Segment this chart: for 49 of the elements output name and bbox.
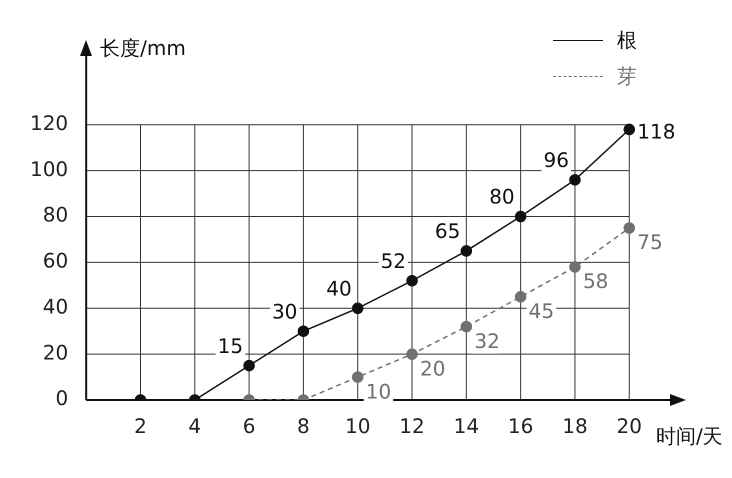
- data-label: 10: [366, 379, 392, 404]
- point: [624, 222, 636, 234]
- point: [460, 320, 472, 332]
- data-label: 32: [474, 328, 500, 353]
- data-label: 118: [637, 120, 676, 144]
- point: [569, 174, 581, 186]
- legend-label: 根: [617, 26, 637, 54]
- legend-label: 芽: [617, 62, 637, 90]
- x-tick-label: 10: [344, 414, 370, 438]
- point: [352, 371, 364, 383]
- data-label: 15: [218, 334, 244, 358]
- data-label: 65: [434, 219, 460, 244]
- y-tick-label: 80: [42, 202, 68, 227]
- point: [460, 245, 472, 257]
- x-tick-label: 2: [134, 414, 147, 438]
- point: [624, 124, 636, 136]
- y-tick-label: 60: [42, 248, 68, 273]
- point: [243, 360, 255, 372]
- point: [514, 291, 526, 303]
- x-tick-label: 20: [616, 414, 642, 438]
- y-tick-label: 100: [30, 156, 68, 181]
- x-tick-label: 4: [188, 414, 202, 438]
- data-label: 40: [326, 276, 352, 300]
- data-label: 96: [544, 148, 569, 172]
- data-label: 52: [380, 248, 406, 273]
- point: [514, 210, 526, 222]
- y-axis-title: 长度/mm: [100, 36, 186, 60]
- x-tick-label: 14: [454, 414, 480, 438]
- y-tick-label: 40: [42, 294, 68, 318]
- y-tick-label: 20: [42, 340, 68, 364]
- x-tick-label: 12: [399, 414, 425, 438]
- point: [406, 348, 418, 360]
- point: [569, 261, 581, 273]
- x-tick-label: 16: [508, 414, 534, 438]
- x-tick-label: 6: [242, 414, 256, 438]
- data-label: 30: [272, 299, 298, 324]
- point: [298, 325, 310, 337]
- point: [406, 274, 418, 286]
- x-tick-label: 8: [297, 414, 310, 438]
- data-label: 80: [489, 184, 515, 209]
- x-tick-label: 18: [562, 414, 588, 438]
- point: [352, 302, 364, 314]
- data-label: 20: [420, 356, 446, 380]
- y-tick-label: 120: [30, 111, 68, 136]
- x-axis-title: 时间/天: [656, 424, 723, 448]
- y-tick-label: 0: [55, 386, 68, 410]
- data-label: 58: [582, 269, 608, 294]
- data-label: 75: [637, 230, 663, 254]
- data-label: 45: [528, 299, 554, 324]
